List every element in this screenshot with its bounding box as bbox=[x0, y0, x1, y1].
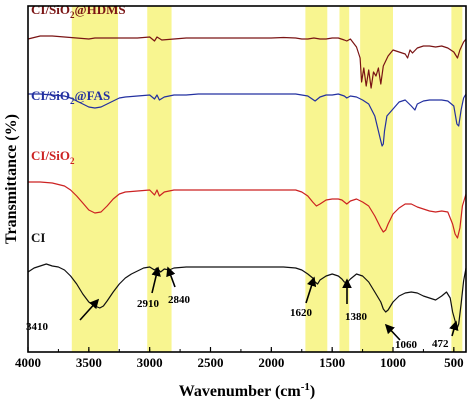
series-line bbox=[28, 93, 467, 147]
y-axis-title: Transmittance (%) bbox=[3, 114, 20, 244]
spectra-lines bbox=[27, 35, 467, 329]
x-axis-title: Wavenumber (cm-1) bbox=[179, 381, 315, 400]
plot-frame bbox=[27, 5, 467, 353]
peak-label: 2840 bbox=[168, 294, 191, 306]
peak-label: 1380 bbox=[345, 311, 368, 323]
x-axis-title-end: ) bbox=[310, 383, 315, 400]
highlight-band bbox=[451, 6, 463, 352]
peak-arrow bbox=[449, 320, 459, 337]
peak-label: 472 bbox=[432, 338, 449, 350]
x-tick-label: 3500 bbox=[76, 355, 102, 370]
x-axis-title-sup: -1 bbox=[301, 381, 310, 393]
x-tick-label: 2500 bbox=[198, 355, 224, 370]
x-axis: 4000 3500 3000 2500 2000 1500 1000 500 bbox=[15, 347, 464, 370]
x-axis-title-main: Wavenumber (cm bbox=[179, 383, 302, 400]
highlight-band bbox=[360, 6, 393, 352]
series-label: CI/SiO2@FAS bbox=[31, 88, 110, 106]
x-tick-label: 1500 bbox=[319, 355, 345, 370]
peak-label: 1060 bbox=[395, 339, 418, 351]
x-tick-label: 4000 bbox=[15, 355, 41, 370]
peak-arrow bbox=[151, 266, 161, 294]
x-tick-label: 3000 bbox=[137, 355, 163, 370]
peak-label: 1620 bbox=[290, 307, 313, 319]
peak-label: 2910 bbox=[137, 298, 160, 310]
peak-arrow bbox=[305, 276, 317, 304]
series-line bbox=[27, 35, 467, 89]
x-tick-label: 500 bbox=[444, 355, 464, 370]
peak-arrow bbox=[79, 298, 100, 321]
peak-annotations: 3410 2910 2840 1620 1380 1060 472 bbox=[26, 266, 459, 351]
highlight-bands bbox=[71, 6, 463, 352]
x-tick-label: 2000 bbox=[258, 355, 284, 370]
highlight-band bbox=[147, 6, 172, 352]
highlight-band bbox=[339, 6, 350, 352]
series-label: CI/SiO2 bbox=[31, 148, 75, 166]
peak-arrow bbox=[166, 266, 176, 288]
highlight-band bbox=[71, 6, 119, 352]
peak-label: 3410 bbox=[26, 321, 49, 333]
highlight-band bbox=[305, 6, 328, 352]
series-line bbox=[28, 181, 467, 239]
x-tick-label: 1000 bbox=[380, 355, 406, 370]
series-label: CI bbox=[31, 230, 45, 245]
peak-arrow bbox=[384, 323, 401, 341]
series-line bbox=[27, 263, 467, 329]
